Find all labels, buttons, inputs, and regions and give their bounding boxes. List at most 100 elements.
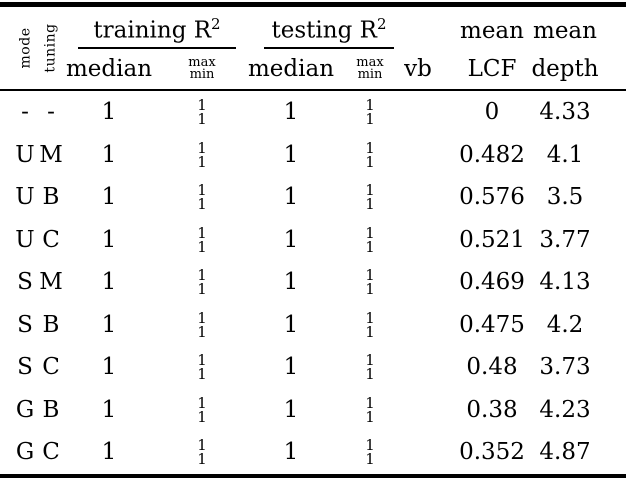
mode-value: G [15, 439, 35, 466]
training-maxmin-value: 1 1 [154, 91, 250, 134]
training-min-value: 1 [197, 407, 207, 426]
training-median-value: 1 [101, 311, 117, 338]
mode-value: S [17, 269, 33, 296]
mode-value: U [15, 141, 35, 168]
vb-value [408, 389, 428, 432]
testing-r2-label: testing R2 [250, 15, 408, 44]
mean-lcf-top-header: mean [460, 18, 524, 44]
training-maxmin-value: 1 1 [154, 389, 250, 432]
training-maxmin-value: 1 1 [154, 134, 250, 177]
mode-value: S [17, 354, 33, 381]
testing-median-value: 1 [283, 226, 299, 253]
training-maxmin-value: 1 1 [154, 346, 250, 389]
mean-lcf-value: 0.48 [466, 354, 518, 381]
training-maxmin-stack: max min [188, 56, 215, 82]
testing-maxmin-value: 1 1 [332, 346, 408, 389]
mean-lcf-value: 0.352 [459, 439, 525, 466]
mode-header-label: mode [17, 27, 34, 69]
mean-depth-value: 3.5 [546, 184, 584, 211]
testing-max-value: 1 [365, 138, 375, 157]
testing-median-value: 1 [283, 141, 299, 168]
row-label: G B [0, 389, 64, 432]
mode-header-box: mode [12, 7, 38, 89]
testing-min-value: 1 [365, 407, 375, 426]
tuning-header-label: tuning [43, 23, 59, 73]
bottom-rule [0, 473, 626, 478]
row-label: S B [0, 304, 64, 347]
training-max-value: 1 [197, 138, 207, 157]
testing-min-value: 1 [365, 450, 375, 469]
testing-min-value: 1 [365, 322, 375, 341]
mean-depth-value: 3.73 [539, 354, 591, 381]
mean-depth-value: 4.2 [546, 311, 584, 338]
mean-lcf-value: 0.38 [466, 396, 518, 423]
training-r2-text: training R [93, 18, 212, 44]
training-median-value: 1 [101, 396, 117, 423]
row-label: S C [0, 346, 64, 389]
training-max-value: 1 [197, 351, 207, 370]
testing-min-value: 1 [365, 195, 375, 214]
training-min-value: 1 [197, 110, 207, 129]
row-label: U B [0, 176, 64, 219]
training-maxmin-header: max min [154, 49, 250, 89]
training-median-value: 1 [101, 141, 117, 168]
mean-lcf-bottom-header: LCF [467, 56, 517, 82]
training-median-value: 1 [101, 439, 117, 466]
testing-max-value: 1 [365, 266, 375, 285]
testing-median-value: 1 [283, 269, 299, 296]
row-label: S M [0, 261, 64, 304]
tuning-value: C [42, 226, 60, 253]
table-row: U B 1 1 1 1 1 1 0.576 3.5 [0, 176, 626, 219]
mean-depth-value: 4.23 [539, 396, 591, 423]
testing-r2-text: testing R [271, 18, 377, 44]
testing-median-header: median [247, 56, 335, 82]
testing-min-label: min [357, 67, 383, 82]
testing-min-value: 1 [365, 110, 375, 129]
mean-lcf-value: 0.576 [459, 184, 525, 211]
table-row: U M 1 1 1 1 1 1 0.482 4.1 [0, 134, 626, 177]
testing-min-value: 1 [365, 365, 375, 384]
row-label: U C [0, 219, 64, 262]
training-median-value: 1 [101, 354, 117, 381]
table-row: G C 1 1 1 1 1 1 0.352 4.87 [0, 431, 626, 474]
testing-max-value: 1 [365, 393, 375, 412]
training-max-value: 1 [197, 181, 207, 200]
training-min-value: 1 [197, 237, 207, 256]
tuning-value: M [39, 141, 63, 168]
testing-maxmin-value: 1 1 [332, 219, 408, 262]
vb-value [408, 134, 428, 177]
training-maxmin-value: 1 1 [154, 261, 250, 304]
testing-maxmin-header: max min [332, 49, 408, 89]
vb-value [408, 219, 428, 262]
training-max-value: 1 [197, 393, 207, 412]
testing-median-value: 1 [283, 439, 299, 466]
mean-lcf-value: 0.475 [459, 311, 525, 338]
testing-max-value: 1 [365, 96, 375, 115]
training-min-value: 1 [197, 280, 207, 299]
testing-max-value: 1 [365, 308, 375, 327]
vb-value [408, 261, 428, 304]
vb-value [408, 304, 428, 347]
testing-maxmin-value: 1 1 [332, 134, 408, 177]
testing-maxmin-stack: max min [356, 56, 383, 82]
vb-value [408, 176, 428, 219]
tuning-value: B [42, 311, 60, 338]
training-median-header: median [65, 56, 153, 82]
mean-depth-bottom-header: depth [531, 56, 599, 82]
table-row: S C 1 1 1 1 1 1 0.48 3.73 [0, 346, 626, 389]
testing-group-rule [264, 47, 394, 49]
testing-maxmin-value: 1 1 [332, 176, 408, 219]
mean-lcf-value: 0.469 [459, 269, 525, 296]
training-min-label: min [189, 67, 215, 82]
mean-lcf-value: 0 [484, 99, 500, 126]
table-row: S M 1 1 1 1 1 1 0.469 4.13 [0, 261, 626, 304]
testing-maxmin-value: 1 1 [332, 389, 408, 432]
tuning-header-box: tuning [38, 7, 64, 89]
testing-median-value: 1 [283, 311, 299, 338]
table-row: U C 1 1 1 1 1 1 0.521 3.77 [0, 219, 626, 262]
table-body: - - 1 1 1 1 1 1 0 4.33 U M 1 1 1 1 1 1 [0, 91, 626, 474]
table-row: - - 1 1 1 1 1 1 0 4.33 [0, 91, 626, 134]
training-median-value: 1 [101, 269, 117, 296]
training-r2-label: training R2 [64, 15, 250, 44]
